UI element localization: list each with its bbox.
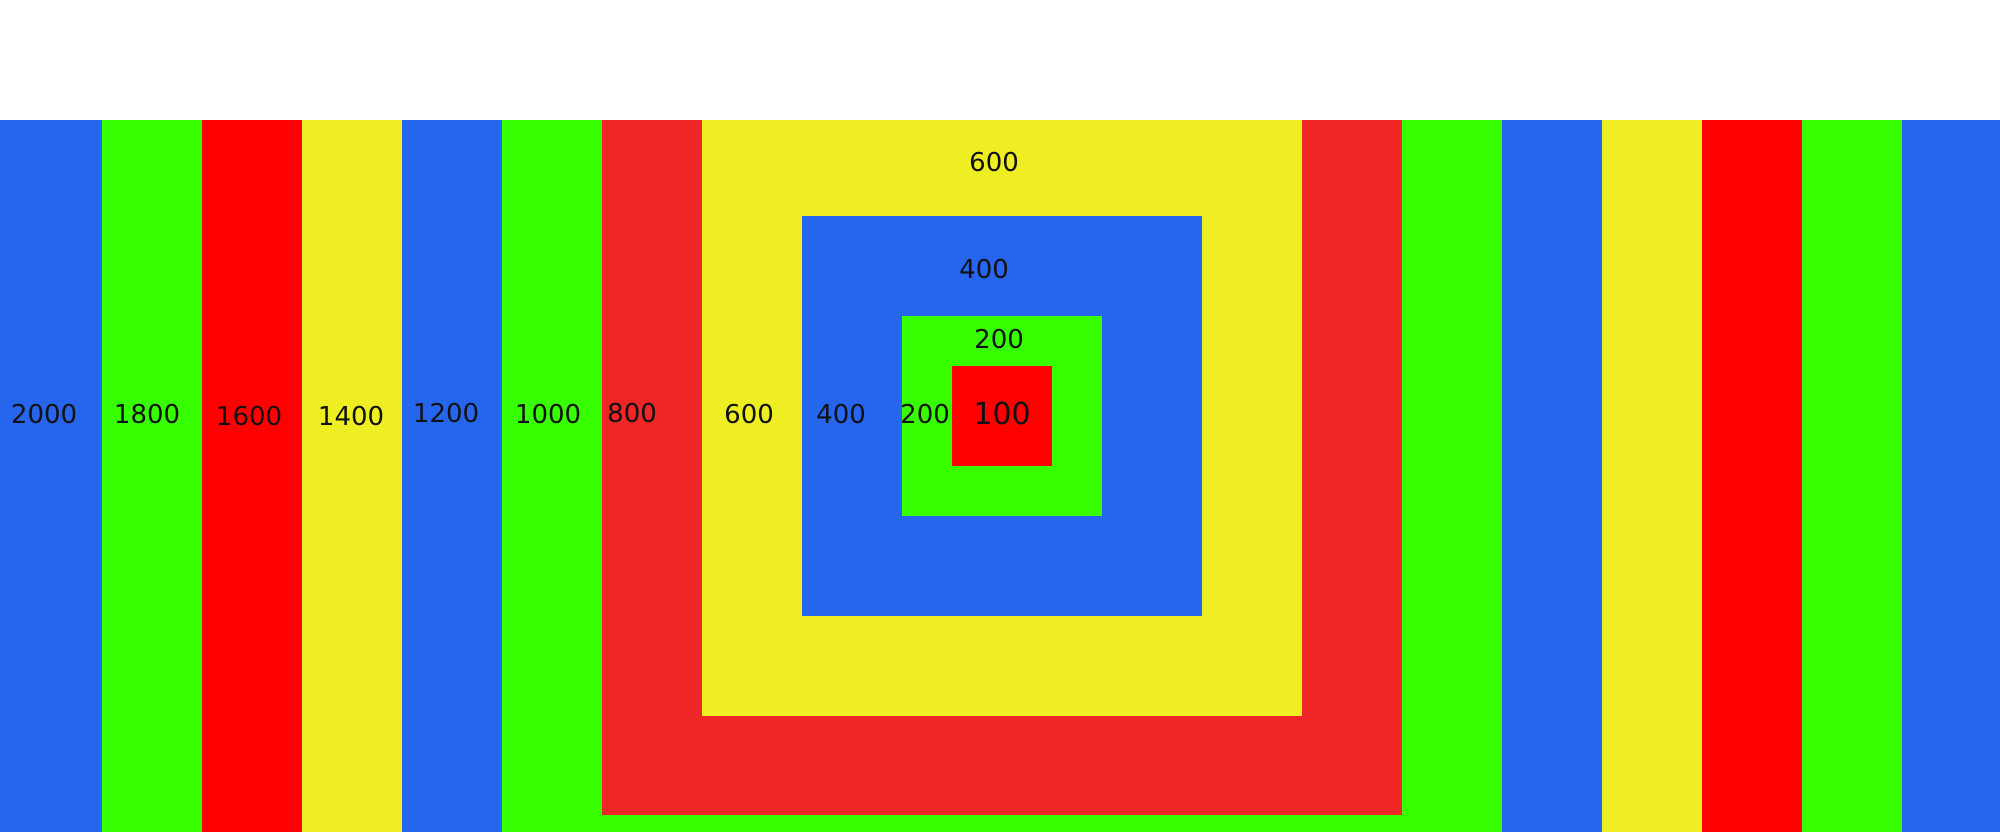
stripe-right-blue-2 xyxy=(1902,120,2000,832)
top-label-400: 400 xyxy=(959,255,1009,285)
label-1600: 1600 xyxy=(215,402,283,432)
label-800: 800 xyxy=(607,399,657,429)
stripe-right-red xyxy=(1702,120,1802,832)
label-1400: 1400 xyxy=(317,402,385,432)
top-label-200: 200 xyxy=(974,325,1024,355)
stripe-1400 xyxy=(302,120,402,832)
label-100: 100 xyxy=(973,397,1031,432)
label-1800: 1800 xyxy=(113,400,181,430)
top-label-600: 600 xyxy=(969,148,1019,178)
stripe-right-blue-1 xyxy=(1502,120,1602,832)
label-2000: 2000 xyxy=(10,400,78,430)
stripe-1200 xyxy=(402,120,502,832)
stripe-2000 xyxy=(0,120,102,832)
label-400: 400 xyxy=(816,400,866,430)
square-100 xyxy=(952,366,1052,466)
label-200: 200 xyxy=(900,400,950,430)
stripe-1800 xyxy=(102,120,202,832)
label-1000: 1000 xyxy=(514,400,582,430)
label-1200: 1200 xyxy=(412,399,480,429)
stripe-right-yellow xyxy=(1602,120,1702,832)
label-600: 600 xyxy=(724,400,774,430)
stripe-1600 xyxy=(202,120,302,832)
stripe-right-green xyxy=(1802,120,1902,832)
